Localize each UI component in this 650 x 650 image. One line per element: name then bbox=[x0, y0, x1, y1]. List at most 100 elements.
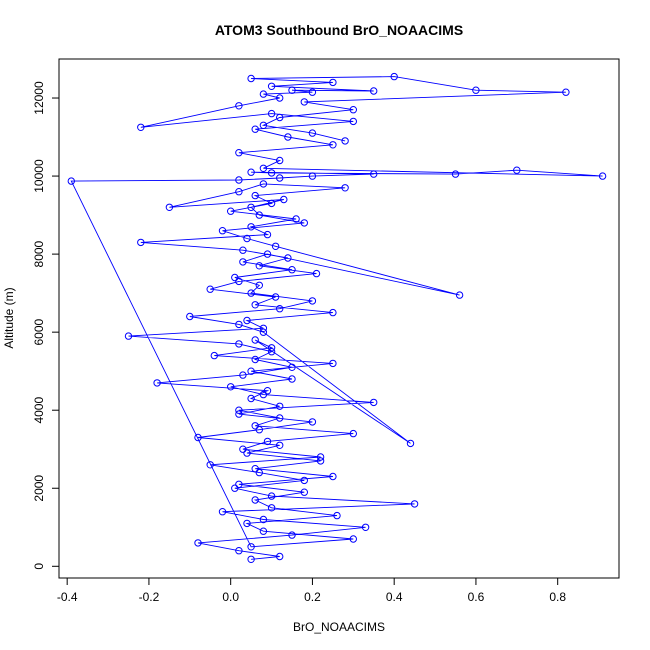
x-tick-label: 0.6 bbox=[468, 590, 485, 604]
data-point bbox=[259, 164, 268, 173]
data-point bbox=[124, 332, 133, 340]
y-axis-label: Altitude (m) bbox=[2, 287, 16, 348]
data-point bbox=[247, 543, 255, 551]
x-tick-label: -0.4 bbox=[57, 590, 78, 604]
data-point bbox=[312, 269, 321, 278]
data-point bbox=[276, 552, 284, 561]
data-point bbox=[247, 289, 255, 297]
data-point bbox=[218, 508, 227, 516]
data-point bbox=[186, 312, 194, 321]
data-point bbox=[341, 184, 349, 192]
data-point bbox=[308, 172, 317, 180]
data-point bbox=[341, 137, 349, 145]
data-point bbox=[263, 437, 272, 446]
data-point bbox=[239, 246, 247, 254]
data-point bbox=[243, 449, 251, 457]
data-point bbox=[243, 316, 251, 325]
data-point bbox=[267, 504, 276, 512]
data-point bbox=[259, 90, 268, 98]
data-point bbox=[67, 177, 76, 185]
data-point bbox=[267, 492, 276, 500]
data-point bbox=[235, 406, 243, 414]
y-tick-label: 4000 bbox=[32, 397, 46, 424]
x-tick-label: 0.2 bbox=[304, 590, 321, 604]
data-point bbox=[235, 547, 243, 555]
data-point bbox=[288, 266, 296, 274]
data-point bbox=[251, 496, 259, 504]
data-point bbox=[451, 170, 460, 178]
data-point bbox=[598, 172, 607, 180]
data-point bbox=[410, 500, 419, 508]
data-point bbox=[247, 203, 255, 212]
data-point bbox=[235, 340, 243, 348]
data-point bbox=[267, 348, 276, 356]
data-point bbox=[263, 230, 272, 239]
data-point bbox=[329, 359, 337, 368]
data-point bbox=[308, 88, 317, 96]
data-point bbox=[276, 414, 284, 422]
data-point bbox=[259, 324, 268, 332]
y-tick-label: 2000 bbox=[32, 475, 46, 502]
data-point bbox=[333, 511, 341, 520]
data-point bbox=[255, 468, 263, 477]
data-point bbox=[472, 86, 480, 94]
data-point bbox=[243, 519, 251, 528]
data-point bbox=[231, 484, 239, 492]
data-point bbox=[210, 351, 219, 360]
data-point bbox=[562, 88, 570, 96]
data-point bbox=[227, 383, 235, 391]
chart-title: ATOM3 Southbound BrO_NOAACIMS bbox=[215, 22, 463, 38]
data-point bbox=[243, 234, 251, 243]
data-point bbox=[235, 320, 243, 329]
data-point bbox=[235, 149, 243, 157]
x-axis: -0.4 -0.2 0.0 0.2 0.4 0.6 0.8 bbox=[57, 577, 566, 604]
data-point bbox=[329, 308, 337, 317]
data-point bbox=[247, 394, 255, 403]
y-tick-label: 6000 bbox=[32, 318, 46, 345]
data-point bbox=[267, 344, 276, 352]
data-point bbox=[267, 109, 276, 118]
data-point bbox=[329, 141, 337, 149]
data-point bbox=[455, 291, 464, 299]
data-point bbox=[259, 390, 268, 399]
data-point bbox=[235, 176, 243, 184]
y-tick-label: 12000 bbox=[32, 81, 46, 115]
data-point bbox=[255, 262, 263, 270]
data-point bbox=[316, 453, 325, 461]
data-point bbox=[251, 336, 259, 344]
data-point bbox=[194, 433, 202, 442]
data-point bbox=[259, 527, 268, 535]
data-point bbox=[300, 488, 308, 496]
data-point bbox=[276, 441, 284, 449]
x-axis-label: BrO_NOAACIMS bbox=[293, 620, 385, 634]
data-point bbox=[235, 410, 243, 418]
data-point bbox=[349, 117, 357, 126]
data-point bbox=[329, 472, 337, 481]
data-point bbox=[247, 168, 255, 176]
data-point bbox=[284, 133, 292, 141]
data-point bbox=[308, 129, 317, 137]
data-point bbox=[288, 375, 296, 383]
data-point bbox=[235, 188, 243, 196]
data-point bbox=[218, 227, 227, 235]
data-point bbox=[235, 480, 243, 488]
data-point bbox=[300, 98, 308, 106]
data-point bbox=[267, 169, 276, 177]
data-point bbox=[288, 531, 296, 539]
data-point bbox=[271, 242, 280, 251]
data-point bbox=[288, 86, 296, 94]
data-point bbox=[137, 123, 145, 132]
y-tick-label: 8000 bbox=[32, 240, 46, 267]
data-point bbox=[255, 426, 263, 434]
data-point bbox=[263, 250, 272, 258]
data-point bbox=[259, 180, 268, 188]
data-point bbox=[288, 363, 296, 371]
data-point bbox=[239, 445, 247, 453]
y-tick-label: 10000 bbox=[32, 159, 46, 193]
y-tick-label: 0 bbox=[32, 563, 46, 570]
data-point bbox=[235, 102, 243, 110]
data-point bbox=[370, 398, 378, 407]
data-point bbox=[276, 402, 284, 410]
data-point bbox=[292, 215, 300, 223]
